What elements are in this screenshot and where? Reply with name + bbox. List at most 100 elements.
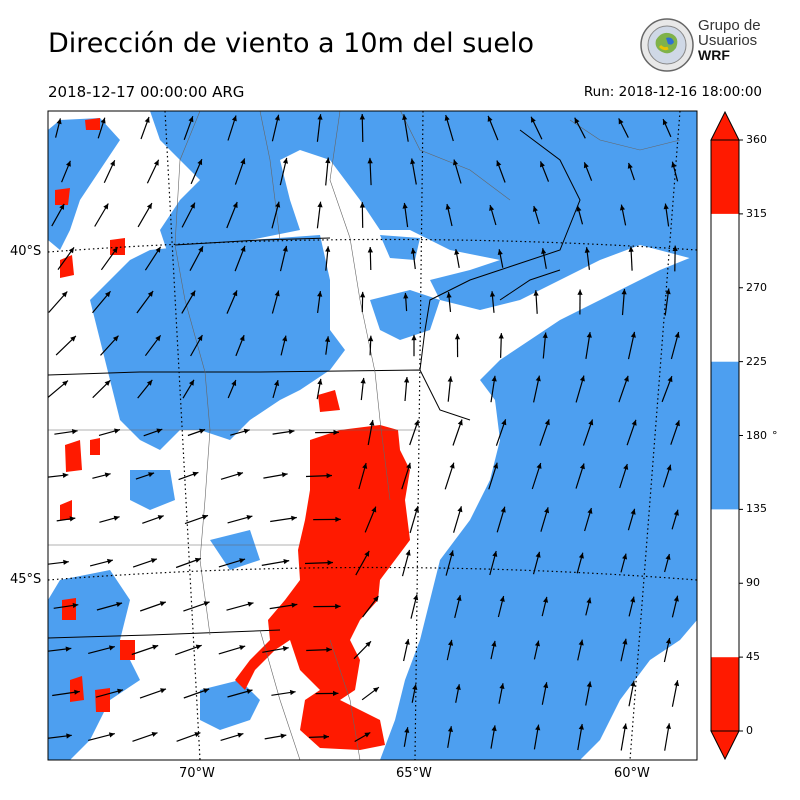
colorbar-tick-label: 360 [746,133,767,146]
wind-arrow-head [104,472,111,478]
wind-arrow-head [247,601,254,607]
wind-arrow-head [117,688,123,694]
colorbar-extend-bottom [710,730,740,761]
wind-arrow-head [72,602,79,609]
wind-arrow-head [674,680,680,687]
wind-arrow-head [240,158,246,165]
wind-arrow-head [66,160,71,167]
wind-arrow-head [240,245,246,252]
wind-arrow-head [402,202,408,209]
wind-arrow-head [628,246,634,252]
wind-arrow-head [246,515,253,520]
wind-arrow-head [672,245,678,251]
colorbar-bin-4 [711,140,739,214]
wind-arrow-head [192,471,199,477]
colorbar-bin-0 [711,657,739,731]
wind-arrow-head [412,684,418,690]
wind-arrow-head [449,462,455,469]
colorbar-tick-label: 225 [746,354,767,368]
wind-arrow-head [586,332,592,338]
colorbar-tick-label: 90 [746,576,760,590]
wind-arrow-head [317,201,323,208]
lon-label-60w: 60°W [614,766,650,781]
lon-label-65w: 65°W [396,766,432,781]
wind-arrow-head [579,463,585,470]
wind-arrow-head [410,248,416,254]
wind-arrow-head [317,378,323,385]
wind-arrow-head [362,463,368,469]
wind-arrow-head [112,247,118,254]
wind-arrow-head [62,380,68,386]
wind-arrow-head [456,595,462,601]
wind-arrow-head [189,379,194,386]
wind-arrow-head [110,160,115,167]
lat-label-40s: 40°S [10,244,42,259]
wind-arrow-head [444,115,450,121]
wind-arrow-head [146,379,153,386]
wind-arrow-head [239,558,246,564]
wind-arrow-head [618,118,624,125]
wind-arrow-head [586,597,592,604]
blue-field-west [90,235,345,450]
logo-line-1: Grupo de [698,17,761,34]
wind-arrow-head [364,732,371,738]
wind-arrow-head [199,428,206,434]
colorbar-tick-label: 180 [746,428,767,442]
wind-arrow-head [534,640,540,647]
wind-arrow-head [71,429,78,435]
colorbar-bin-3 [711,213,739,362]
wind-arrow-head [577,289,583,295]
wind-arrow-head [281,472,288,478]
colorbar-unit: ° [772,429,778,442]
wind-arrow-head [68,247,74,254]
wind-arrow-head [630,680,636,687]
wind-arrow-head [453,159,458,166]
wind-arrow-head [673,509,679,516]
country-borders [48,129,581,639]
wind-arrow-head [496,160,502,167]
wind-arrow-head [335,603,341,609]
wind-arrow-head [151,732,158,737]
wind-arrow-head [197,335,203,341]
wind-arrow-head [665,723,671,729]
wind-arrow-head [665,554,671,560]
wind-arrow-head [578,724,584,730]
wind-arrow-head [673,595,679,602]
wind-arrow-head [411,334,417,341]
wind-arrow-head [66,733,72,739]
wind-arrow-head [578,552,584,559]
wind-arrow-head [447,726,453,732]
logo-line-3: WRF [698,47,730,63]
wind-arrow-head [246,689,253,694]
colorbar-tick-label: 0 [746,724,753,737]
wind-arrow-head [156,428,163,434]
wind-arrow-head [153,159,159,166]
wind-arrow-head [283,559,290,565]
wind-arrow-head [243,428,250,434]
wind-arrow-head [536,463,542,469]
wind-arrow-head [317,114,323,120]
wind-arrow-head [190,290,196,297]
wind-arrow-head [203,688,210,694]
wind-arrow-head [114,428,120,434]
wind-arrow-head [447,376,453,382]
wind-arrow-head [105,291,111,298]
wind-arrow-head [56,118,62,125]
wind-arrow-head [373,596,379,602]
wind-arrow-head [108,732,115,738]
wind-arrow-head [231,115,237,122]
wind-arrow-head [622,723,628,730]
wind-arrow-head [237,732,244,738]
wind-arrow-head [359,202,365,208]
wind-arrow-head [492,551,498,557]
wind-arrow-head [454,333,461,340]
wind-arrow-head [291,602,298,608]
wind-arrow-head [623,375,629,382]
wind-arrow-head [195,644,202,650]
wind-arrow-head [326,647,332,653]
wind-arrow-head [239,645,246,651]
wind-arrow-head [152,644,159,650]
wind-arrow-head [327,560,333,566]
wind-arrow-head [491,725,497,732]
wind-arrow-head [578,639,584,646]
